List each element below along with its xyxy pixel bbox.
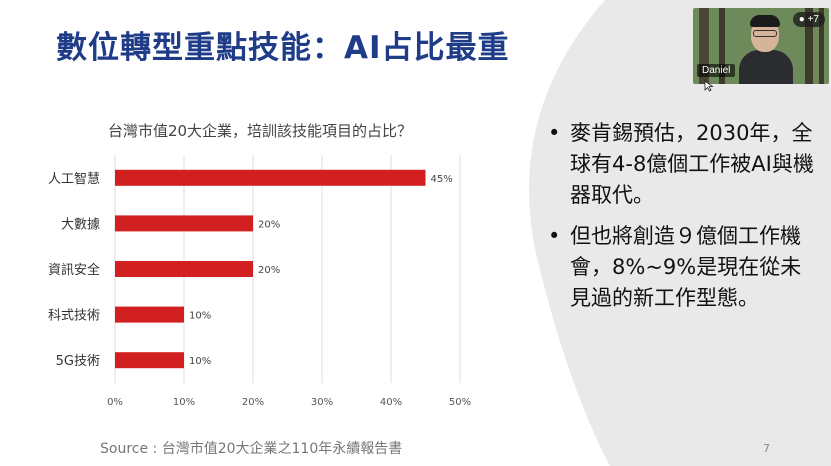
page-number: 7 xyxy=(763,442,770,455)
bullet-list: • 麥肯錫預估，2030年，全球有4-8億個工作被AI與機器取代。 • 但也將創… xyxy=(548,118,818,324)
participant-hair xyxy=(750,15,780,27)
data-label: 20% xyxy=(258,219,280,230)
category-label: 科式技術 xyxy=(48,309,100,324)
bullet-marker: • xyxy=(548,121,561,145)
slide-title: 數位轉型重點技能：AI占比最重 xyxy=(56,30,510,66)
category-label: 資訊安全 xyxy=(48,262,100,278)
bullet-marker: • xyxy=(548,224,561,248)
chart-title: 台灣市值20大企業，培訓該技能項目的占比？ xyxy=(107,122,413,140)
right-panel-background xyxy=(528,0,831,466)
x-tick-label: 30% xyxy=(311,397,333,408)
category-label: 人工智慧 xyxy=(48,171,100,187)
person-icon: ● xyxy=(798,14,805,25)
bullet-text: 麥肯錫預估，2030年，全球有4-8億個工作被AI與機器取代。 xyxy=(570,121,814,207)
participant-glasses xyxy=(753,30,777,37)
participant-video-tile[interactable]: ● +7 Daniel xyxy=(693,8,829,84)
data-label: 20% xyxy=(258,265,280,276)
category-label: 5G技術 xyxy=(56,354,100,369)
participant-body xyxy=(739,50,793,84)
data-label: 45% xyxy=(431,174,453,185)
bullet-item: • 但也將創造９億個工作機會，8%~9%是現在從未見過的新工作型態。 xyxy=(548,221,818,314)
x-tick-label: 0% xyxy=(107,397,123,408)
participant-name-tag: Daniel xyxy=(697,64,736,77)
x-tick-label: 10% xyxy=(173,397,195,408)
participant-count: +7 xyxy=(807,14,819,25)
bullet-item: • 麥肯錫預估，2030年，全球有4-8億個工作被AI與機器取代。 xyxy=(548,118,818,211)
source-citation: Source : 台灣市值20大企業之110年永續報告書 xyxy=(100,441,403,457)
bar xyxy=(115,352,184,369)
cursor-icon xyxy=(704,80,714,92)
participant-count-badge[interactable]: ● +7 xyxy=(792,12,825,27)
data-label: 10% xyxy=(189,356,211,367)
x-tick-label: 20% xyxy=(242,397,264,408)
bar xyxy=(115,306,184,323)
bar xyxy=(115,215,253,232)
category-label: 大數據 xyxy=(61,217,100,232)
x-tick-label: 40% xyxy=(380,397,402,408)
bar xyxy=(115,261,253,277)
data-label: 10% xyxy=(189,311,211,322)
bullet-text: 但也將創造９億個工作機會，8%~9%是現在從未見過的新工作型態。 xyxy=(570,224,802,310)
bar xyxy=(115,169,426,186)
bar-chart: 0% 10% 20% 30% 40% 50% 人工智慧 45% 大數據 20% 資訊安全 20% 科式技… xyxy=(48,155,471,408)
x-tick-label: 50% xyxy=(449,397,471,408)
